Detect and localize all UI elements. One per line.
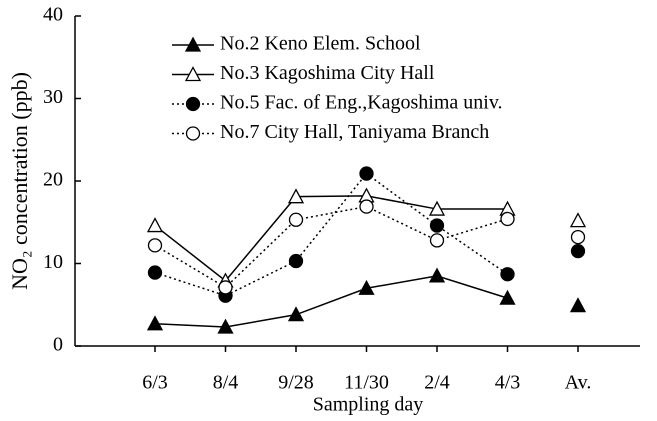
y-tick-label: 30	[43, 86, 63, 108]
legend-label: No.3 Kagoshima City Hall	[220, 62, 435, 84]
marker	[287, 188, 305, 204]
marker	[287, 306, 305, 322]
y-tick-label: 40	[43, 4, 63, 26]
x-axis-label: Sampling day	[313, 394, 424, 416]
legend-marker	[184, 36, 202, 52]
legend-marker	[185, 126, 201, 141]
legend-label: No.5 Fac. of Eng.,Kagoshima univ.	[220, 92, 503, 114]
marker	[146, 315, 164, 331]
series-line	[154, 275, 508, 328]
legend-marker	[185, 96, 201, 112]
x-tick-label: 11/30	[344, 372, 389, 394]
series-line	[154, 195, 508, 282]
marker	[499, 289, 516, 305]
x-tick-label: 2/4	[424, 372, 450, 394]
marker	[358, 279, 375, 295]
marker	[146, 217, 164, 233]
marker	[288, 253, 304, 269]
y-axis-label: NO₂ concentration (ppb)	[7, 72, 32, 290]
marker	[500, 211, 515, 227]
marker	[428, 267, 446, 283]
marker	[288, 212, 304, 227]
legend-marker	[184, 66, 202, 82]
x-tick-label: 8/4	[213, 372, 239, 394]
marker	[569, 212, 587, 228]
x-tick-label: 9/28	[278, 372, 314, 394]
x-tick-label: 6/3	[142, 372, 168, 394]
legend-label: No.7 City Hall, Taniyama Branch	[220, 121, 489, 143]
y-tick-label: 20	[43, 169, 63, 191]
x-tick-label: Av.	[565, 372, 592, 394]
marker	[569, 297, 587, 313]
legend-label: No.2 Keno Elem. School	[220, 33, 421, 55]
marker	[429, 218, 445, 233]
marker	[429, 233, 445, 248]
x-tick-label: 4/3	[495, 372, 521, 394]
marker	[147, 238, 163, 253]
y-tick-label: 10	[43, 251, 63, 273]
series-line	[154, 172, 508, 297]
marker	[217, 318, 234, 334]
marker	[500, 267, 515, 282]
marker	[570, 243, 586, 259]
marker	[570, 229, 586, 245]
series-line	[154, 205, 508, 289]
marker	[218, 280, 233, 295]
marker	[147, 265, 163, 280]
marker	[359, 199, 374, 214]
y-tick-label: 0	[53, 334, 63, 356]
marker	[359, 166, 374, 181]
marker	[428, 200, 446, 216]
